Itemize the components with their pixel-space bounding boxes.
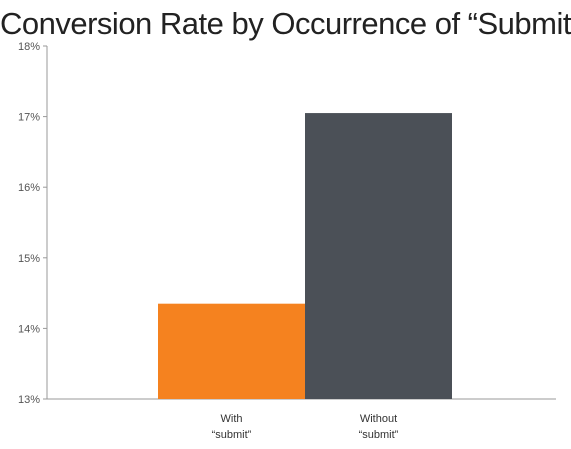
x-category-label-line: “submit”	[359, 429, 399, 441]
x-category-label: With “submit”	[212, 413, 252, 441]
x-category-label-line: With	[221, 413, 243, 425]
y-tick-label: 15%	[18, 253, 40, 265]
chart-title: Conversion Rate by Occurrence of “Submit…	[0, 6, 571, 41]
x-category-label-line: Without	[360, 413, 397, 425]
y-tick-label: 16%	[18, 182, 40, 194]
y-tick-label: 13%	[18, 394, 40, 406]
bar-1	[305, 113, 452, 399]
y-tick-label: 14%	[18, 323, 40, 335]
x-category-label: Without “submit”	[359, 413, 399, 441]
y-tick-label: 18%	[18, 41, 40, 53]
y-tick-label: 17%	[18, 112, 40, 124]
x-category-label-line: “submit”	[212, 429, 252, 441]
bar-0	[158, 303, 305, 399]
